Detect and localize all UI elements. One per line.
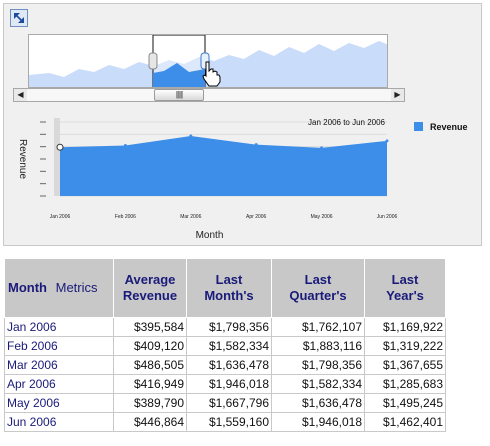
header-ly-line1: Last bbox=[391, 272, 419, 287]
cell-average-revenue: $486,505 bbox=[113, 355, 187, 375]
header-last-year[interactable]: Last Year's bbox=[364, 258, 446, 318]
x-tick-label: Feb 2006 bbox=[115, 214, 136, 220]
table-row: Jan 2006 $395,584 $1,798,356 $1,762,107 … bbox=[4, 317, 446, 337]
cell-last-year: $1,367,655 bbox=[364, 355, 446, 375]
header-lm-line1: Last bbox=[215, 272, 243, 287]
revenue-area-chart: Jan 2006 Feb 2006 Mar 2006 Apr 2006 May 2006… bbox=[17, 118, 398, 241]
header-last-month[interactable]: Last Month's bbox=[186, 258, 272, 318]
range-handle-left[interactable] bbox=[148, 52, 158, 70]
table-row: Apr 2006 $416,949 $1,946,018 $1,582,334 … bbox=[4, 374, 446, 394]
cell-last-year: $1,462,401 bbox=[364, 412, 446, 432]
cell-last-month: $1,636,478 bbox=[186, 355, 272, 375]
header-lm-line2: Month's bbox=[204, 288, 254, 303]
legend-swatch bbox=[414, 122, 423, 131]
row-month[interactable]: Jan 2006 bbox=[4, 317, 114, 337]
cell-last-year: $1,495,245 bbox=[364, 393, 446, 413]
y-axis-band bbox=[54, 118, 60, 196]
x-tick-label: Mar 2006 bbox=[180, 214, 201, 220]
cell-average-revenue: $416,949 bbox=[113, 374, 187, 394]
selected-point-marker[interactable] bbox=[56, 143, 64, 151]
cell-average-revenue: $395,584 bbox=[113, 317, 187, 337]
header-avg-line1: Average bbox=[124, 272, 176, 287]
cell-last-month: $1,798,356 bbox=[186, 317, 272, 337]
header-lq-line2: Quarter's bbox=[289, 288, 347, 303]
x-tick-label: May 2006 bbox=[311, 214, 333, 220]
scroll-left-icon[interactable]: ◀ bbox=[14, 89, 27, 101]
cell-last-quarter: $1,636,478 bbox=[271, 393, 365, 413]
table-row: Feb 2006 $409,120 $1,582,334 $1,883,116 … bbox=[4, 336, 446, 356]
cell-average-revenue: $446,864 bbox=[113, 412, 187, 432]
x-tick-label: Jan 2006 bbox=[50, 214, 71, 220]
table-row: May 2006 $389,790 $1,667,796 $1,636,478 … bbox=[4, 393, 446, 413]
overview-selected-area bbox=[153, 63, 205, 87]
data-point bbox=[189, 134, 193, 138]
cell-last-quarter: $1,762,107 bbox=[271, 317, 365, 337]
cell-last-month: $1,582,334 bbox=[186, 336, 272, 356]
table-row: Jun 2006 $446,864 $1,559,160 $1,946,018 … bbox=[4, 412, 446, 432]
scroll-thumb[interactable]: |||||| bbox=[154, 89, 204, 101]
data-point bbox=[385, 139, 389, 143]
overview-chart[interactable] bbox=[28, 34, 388, 88]
cell-last-month: $1,667,796 bbox=[186, 393, 272, 413]
table-header-row: Month Metrics Average Revenue Last Month… bbox=[4, 258, 446, 318]
header-average-revenue[interactable]: Average Revenue bbox=[113, 258, 187, 318]
revenue-area bbox=[60, 136, 387, 196]
cell-last-quarter: $1,946,018 bbox=[271, 412, 365, 432]
header-last-quarter[interactable]: Last Quarter's bbox=[271, 258, 365, 318]
row-month[interactable]: May 2006 bbox=[4, 393, 114, 413]
cell-last-quarter: $1,883,116 bbox=[271, 336, 365, 356]
x-tick-label: Apr 2006 bbox=[246, 214, 267, 220]
resize-arrows-icon[interactable] bbox=[10, 9, 28, 27]
row-month[interactable]: Mar 2006 bbox=[4, 355, 114, 375]
cell-average-revenue: $409,120 bbox=[113, 336, 187, 356]
cell-last-quarter: $1,582,334 bbox=[271, 374, 365, 394]
header-avg-line2: Revenue bbox=[122, 288, 178, 303]
header-metrics[interactable]: Metrics bbox=[55, 280, 98, 295]
chart-range-caption: Jan 2006 to Jun 2006 bbox=[308, 118, 386, 127]
header-month-metrics: Month Metrics bbox=[4, 258, 114, 318]
header-ly-line2: Year's bbox=[386, 288, 424, 303]
hand-cursor-icon bbox=[202, 61, 221, 87]
data-point bbox=[254, 143, 258, 147]
legend-label: Revenue bbox=[430, 122, 468, 132]
row-month[interactable]: Feb 2006 bbox=[4, 336, 114, 356]
overview-scrollbar[interactable]: ◀ |||||| ▶ bbox=[13, 88, 405, 102]
revenue-table: Month Metrics Average Revenue Last Month… bbox=[4, 258, 446, 432]
row-month[interactable]: Jun 2006 bbox=[4, 412, 114, 432]
row-month[interactable]: Apr 2006 bbox=[4, 374, 114, 394]
data-point bbox=[123, 144, 127, 147]
x-axis-title: Month bbox=[196, 230, 224, 241]
cell-last-year: $1,169,922 bbox=[364, 317, 446, 337]
y-axis-title: Revenue bbox=[17, 139, 28, 179]
data-point bbox=[320, 146, 324, 150]
cell-last-year: $1,319,222 bbox=[364, 336, 446, 356]
cell-last-month: $1,559,160 bbox=[186, 412, 272, 432]
table-row: Mar 2006 $486,505 $1,636,478 $1,798,356 … bbox=[4, 355, 446, 375]
cell-last-quarter: $1,798,356 bbox=[271, 355, 365, 375]
x-tick-label: Jun 2006 bbox=[377, 214, 398, 220]
cell-average-revenue: $389,790 bbox=[113, 393, 187, 413]
chart-panel: ◀ |||||| ▶ Jan 2006 Feb 2006 Mar 2006 Apr 2… bbox=[3, 3, 482, 246]
legend: Revenue bbox=[414, 122, 468, 132]
scroll-right-icon[interactable]: ▶ bbox=[391, 89, 404, 101]
header-lq-line1: Last bbox=[304, 272, 332, 287]
cell-last-year: $1,285,683 bbox=[364, 374, 446, 394]
header-month[interactable]: Month bbox=[8, 280, 47, 295]
cell-last-month: $1,946,018 bbox=[186, 374, 272, 394]
